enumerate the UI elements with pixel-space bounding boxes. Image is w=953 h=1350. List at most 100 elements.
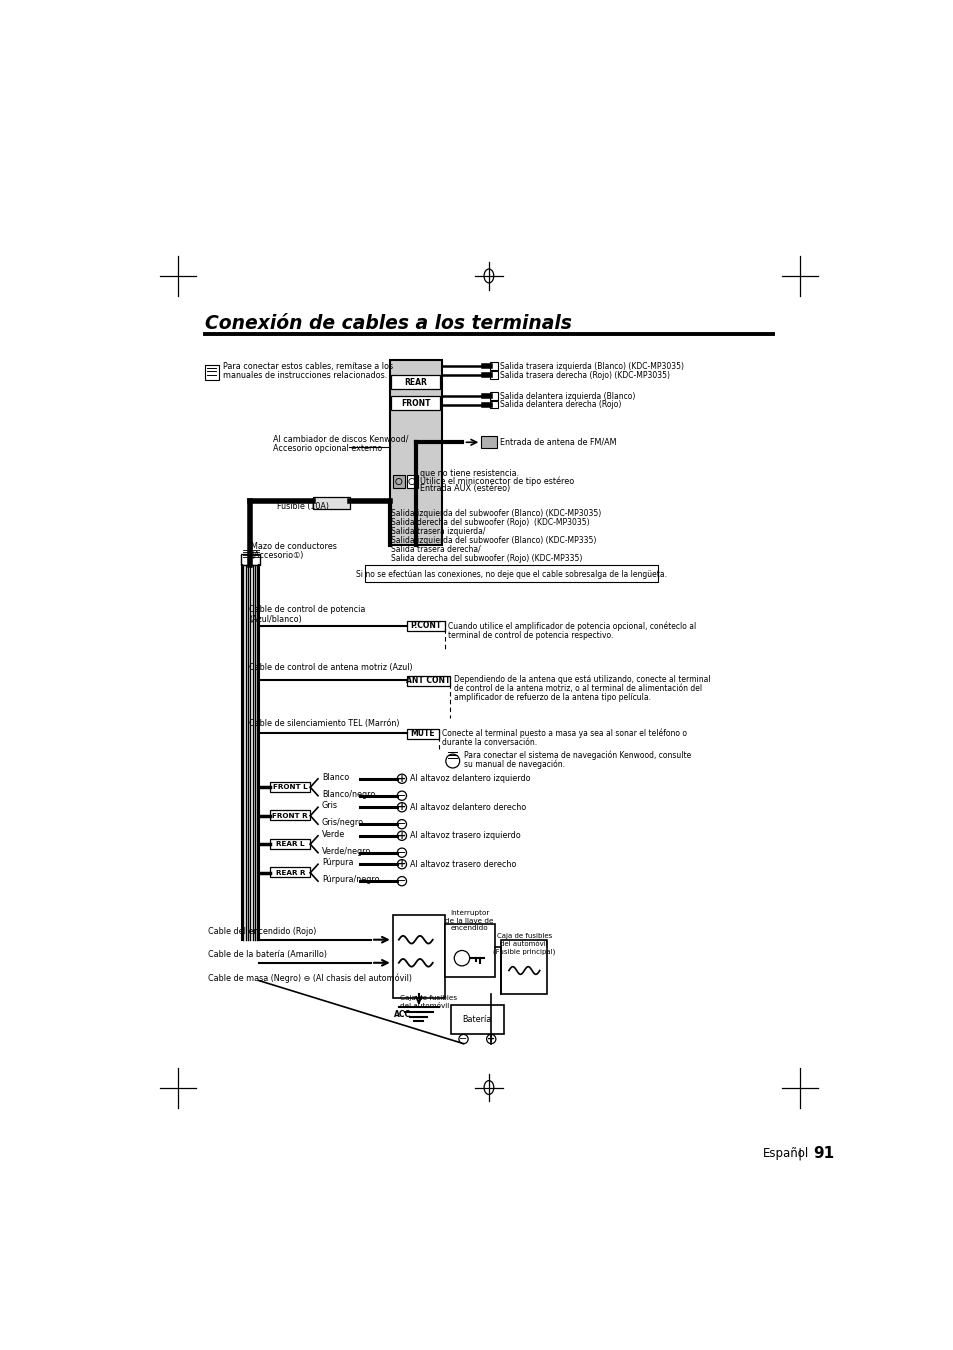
Text: Caja de fusibles: Caja de fusibles <box>400 995 457 1000</box>
Text: +: + <box>397 802 406 813</box>
Text: (Azul/blanco): (Azul/blanco) <box>249 614 302 624</box>
Text: Fusible (10A): Fusible (10A) <box>277 502 329 512</box>
Text: Accesorio opcional externo: Accesorio opcional externo <box>273 444 381 452</box>
FancyBboxPatch shape <box>406 675 450 686</box>
Text: REAR: REAR <box>404 378 427 386</box>
Text: Blanco: Blanco <box>321 772 349 782</box>
FancyBboxPatch shape <box>393 475 405 489</box>
Text: Al cambiador de discos Kenwood/: Al cambiador de discos Kenwood/ <box>273 435 408 444</box>
Text: Cable de control de antena motriz (Azul): Cable de control de antena motriz (Azul) <box>249 663 413 672</box>
FancyBboxPatch shape <box>270 810 310 821</box>
Text: Entrada de antena de FM/AM: Entrada de antena de FM/AM <box>500 437 617 447</box>
Text: Mazo de conductores: Mazo de conductores <box>251 541 336 551</box>
Text: FRONT: FRONT <box>400 398 430 408</box>
FancyBboxPatch shape <box>389 360 441 544</box>
Text: Para conectar el sistema de navegación Kenwood, consulte: Para conectar el sistema de navegación K… <box>463 751 690 760</box>
Text: Batería: Batería <box>462 1015 492 1025</box>
Text: MUTE: MUTE <box>410 729 435 738</box>
Text: ACC: ACC <box>394 1010 411 1019</box>
Text: Salida delantera derecha (Rojo): Salida delantera derecha (Rojo) <box>500 400 621 409</box>
Text: −: − <box>396 819 406 829</box>
Text: del automóvil: del automóvil <box>400 1003 449 1010</box>
Text: Entrada AUX (estéreo): Entrada AUX (estéreo) <box>420 485 510 493</box>
Text: Salida trasera izquierda (Blanco) (KDC-MP3035): Salida trasera izquierda (Blanco) (KDC-M… <box>500 362 683 370</box>
Text: Al altavoz trasero izquierdo: Al altavoz trasero izquierdo <box>409 832 519 840</box>
FancyBboxPatch shape <box>490 401 497 409</box>
Text: Dependiendo de la antena que está utilizando, conecte al terminal: Dependiendo de la antena que está utiliz… <box>453 675 709 683</box>
Text: Gris/negro: Gris/negro <box>321 818 364 828</box>
Text: Verde: Verde <box>321 830 345 838</box>
Text: Utilice el miniconector de tipo estéreo: Utilice el miniconector de tipo estéreo <box>420 477 574 486</box>
Text: amplificador de refuerzo de la antena tipo película.: amplificador de refuerzo de la antena ti… <box>453 694 650 702</box>
FancyBboxPatch shape <box>480 436 497 448</box>
Text: Cable de la batería (Amarillo): Cable de la batería (Amarillo) <box>208 950 327 960</box>
Text: −: − <box>396 791 406 801</box>
Text: Salida izquierda del subwoofer (Blanco) (KDC-MP335): Salida izquierda del subwoofer (Blanco) … <box>391 536 596 545</box>
Text: Blanco/negro: Blanco/negro <box>321 790 375 799</box>
Text: FRONT L: FRONT L <box>273 784 307 790</box>
Text: Verde/negro: Verde/negro <box>321 846 371 856</box>
Text: Caja de fusibles: Caja de fusibles <box>497 933 552 940</box>
Text: Salida derecha del subwoofer (Rojo)  (KDC-MP3035): Salida derecha del subwoofer (Rojo) (KDC… <box>391 518 589 528</box>
Text: Cable de control de potencia: Cable de control de potencia <box>249 605 365 614</box>
FancyBboxPatch shape <box>406 729 438 738</box>
Text: del automóvil: del automóvil <box>500 941 548 946</box>
Text: Cable de masa (Negro) ⊖ (Al chasis del automóvil): Cable de masa (Negro) ⊖ (Al chasis del a… <box>208 973 412 983</box>
FancyBboxPatch shape <box>391 396 440 410</box>
Text: durante la conversación.: durante la conversación. <box>441 738 537 747</box>
FancyBboxPatch shape <box>365 564 657 582</box>
Text: Púrpura: Púrpura <box>321 859 353 867</box>
Text: +: + <box>397 859 406 869</box>
Text: Si no se efectúan las conexiones, no deje que el cable sobresalga de la lengüeta: Si no se efectúan las conexiones, no dej… <box>355 570 666 579</box>
FancyBboxPatch shape <box>270 838 310 849</box>
Text: Al altavoz delantero derecho: Al altavoz delantero derecho <box>409 803 525 811</box>
Text: Gris: Gris <box>321 801 337 810</box>
FancyBboxPatch shape <box>205 364 218 379</box>
Text: terminal de control de potencia respectivo.: terminal de control de potencia respecti… <box>448 630 613 640</box>
Text: Púrpura/negro: Púrpura/negro <box>321 875 379 884</box>
Text: Salida izquierda del subwoofer (Blanco) (KDC-MP3035): Salida izquierda del subwoofer (Blanco) … <box>391 509 600 518</box>
Text: Interruptor: Interruptor <box>450 910 489 917</box>
Text: FRONT R: FRONT R <box>273 813 308 818</box>
Text: Cable de silenciamiento TEL (Marrón): Cable de silenciamiento TEL (Marrón) <box>249 718 399 728</box>
FancyBboxPatch shape <box>241 554 260 564</box>
FancyBboxPatch shape <box>444 925 495 976</box>
FancyBboxPatch shape <box>406 475 417 489</box>
FancyBboxPatch shape <box>391 375 440 389</box>
Text: Cuando utilice el amplificador de potencia opcional, conéteclo al: Cuando utilice el amplificador de potenc… <box>448 621 696 630</box>
Text: Salida delantera izquierda (Blanco): Salida delantera izquierda (Blanco) <box>500 392 636 401</box>
Text: Al altavoz trasero derecho: Al altavoz trasero derecho <box>409 860 516 869</box>
FancyBboxPatch shape <box>490 362 497 370</box>
Text: +: + <box>397 774 406 784</box>
Text: Salida trasera derecha/: Salida trasera derecha/ <box>391 545 480 554</box>
Text: Español: Español <box>762 1148 808 1160</box>
Text: 91: 91 <box>812 1146 833 1161</box>
Text: |: | <box>797 1148 801 1160</box>
FancyBboxPatch shape <box>500 940 547 994</box>
Text: Para conectar estos cables, remítase a los: Para conectar estos cables, remítase a l… <box>223 362 393 370</box>
Text: Salida derecha del subwoofer (Rojo) (KDC-MP335): Salida derecha del subwoofer (Rojo) (KDC… <box>391 554 582 563</box>
FancyBboxPatch shape <box>270 782 310 792</box>
FancyBboxPatch shape <box>490 371 497 379</box>
Text: REAR R: REAR R <box>275 869 305 876</box>
Text: −: − <box>459 1034 467 1044</box>
Text: −: − <box>396 876 406 886</box>
Text: Al altavoz delantero izquierdo: Al altavoz delantero izquierdo <box>409 775 530 783</box>
Text: Conecte al terminal puesto a masa ya sea al sonar el teléfono o: Conecte al terminal puesto a masa ya sea… <box>441 728 686 737</box>
Text: +: + <box>397 830 406 841</box>
FancyBboxPatch shape <box>313 497 349 509</box>
Text: ANT CONT: ANT CONT <box>406 676 450 684</box>
Text: encendido: encendido <box>451 926 488 931</box>
Text: +: + <box>487 1034 495 1044</box>
Text: su manual de navegación.: su manual de navegación. <box>463 760 564 770</box>
Text: de control de la antena motriz, o al terminal de alimentación del: de control de la antena motriz, o al ter… <box>453 684 700 693</box>
Text: Salida trasera derecha (Rojo) (KDC-MP3035): Salida trasera derecha (Rojo) (KDC-MP303… <box>500 371 670 379</box>
Text: P.CONT: P.CONT <box>410 621 441 630</box>
Text: Salida trasera izquierda/: Salida trasera izquierda/ <box>391 526 485 536</box>
Text: REAR L: REAR L <box>275 841 304 848</box>
Text: que no tiene resistencia.: que no tiene resistencia. <box>420 468 519 478</box>
Text: de la llave de: de la llave de <box>445 918 494 923</box>
FancyBboxPatch shape <box>490 393 497 400</box>
FancyBboxPatch shape <box>406 621 444 630</box>
FancyBboxPatch shape <box>270 867 310 878</box>
